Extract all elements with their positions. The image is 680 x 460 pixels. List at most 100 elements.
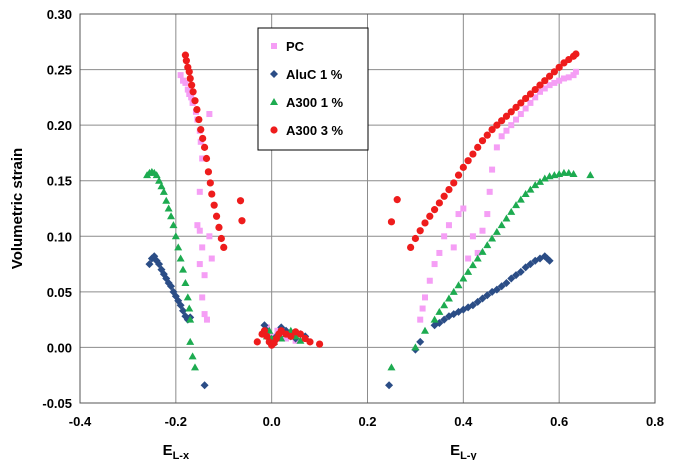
data-point xyxy=(478,247,487,255)
data-point xyxy=(545,256,554,265)
data-point xyxy=(283,335,290,342)
data-point xyxy=(531,85,539,94)
data-point xyxy=(182,79,189,86)
data-point xyxy=(197,125,205,134)
data-point xyxy=(551,79,558,86)
legend-label: A300 3 % xyxy=(286,123,344,138)
data-point xyxy=(469,150,477,158)
data-point xyxy=(498,133,505,140)
data-point xyxy=(449,287,458,295)
x-axis-label-subscript: L-x xyxy=(173,450,190,460)
data-point xyxy=(479,227,486,234)
x-tick-label: 0.8 xyxy=(646,414,664,429)
data-point xyxy=(493,144,500,151)
data-point xyxy=(195,115,203,124)
data-point xyxy=(497,282,506,291)
data-point xyxy=(417,316,424,323)
data-point xyxy=(206,233,213,240)
data-point xyxy=(206,179,214,187)
data-point xyxy=(315,340,324,348)
data-point xyxy=(220,243,228,251)
data-point xyxy=(550,68,558,76)
data-point xyxy=(411,343,420,351)
data-point xyxy=(488,125,496,134)
data-point xyxy=(199,155,206,162)
data-point xyxy=(516,267,525,276)
data-point xyxy=(507,207,516,215)
data-point xyxy=(526,90,535,98)
data-point xyxy=(236,197,245,205)
data-point xyxy=(238,217,246,225)
data-point xyxy=(502,112,511,120)
y-tick-label: 0.15 xyxy=(47,174,72,189)
data-point xyxy=(177,72,184,79)
data-point xyxy=(212,212,221,220)
data-point xyxy=(435,307,444,315)
data-point xyxy=(200,381,209,390)
data-point xyxy=(169,221,178,229)
data-point xyxy=(196,227,203,234)
data-point xyxy=(540,174,549,182)
data-point xyxy=(431,261,438,268)
data-point xyxy=(483,241,492,249)
data-point xyxy=(416,227,424,235)
data-point xyxy=(208,190,216,198)
data-point xyxy=(174,243,183,251)
data-point xyxy=(193,105,201,114)
data-point xyxy=(416,337,425,346)
data-point xyxy=(502,278,511,287)
data-point xyxy=(152,171,161,179)
data-point xyxy=(426,277,433,284)
data-point xyxy=(181,278,190,286)
data-point xyxy=(465,255,472,262)
data-point xyxy=(436,249,443,256)
data-point xyxy=(522,105,529,112)
y-tick-label: 0.30 xyxy=(47,7,72,22)
data-point xyxy=(586,171,595,179)
data-point xyxy=(450,179,458,187)
data-point xyxy=(260,327,269,335)
data-point xyxy=(199,134,207,143)
data-point xyxy=(572,50,580,58)
data-point xyxy=(162,196,171,204)
data-point xyxy=(517,99,525,107)
data-point xyxy=(474,143,482,151)
data-point xyxy=(199,294,206,301)
data-point xyxy=(532,94,539,101)
data-point xyxy=(393,196,401,204)
data-point xyxy=(444,294,453,302)
data-point xyxy=(570,72,577,79)
data-point xyxy=(445,222,452,229)
data-point xyxy=(191,97,199,105)
data-point xyxy=(513,116,520,123)
data-point xyxy=(536,177,544,185)
data-point xyxy=(512,103,520,111)
x-axis-label-main: E xyxy=(450,442,460,459)
y-tick-label: 0.05 xyxy=(47,285,72,300)
x-axis-labels: E L-x EL-y xyxy=(163,442,478,460)
legend: PC AluC 1 % A300 1 % A300 3 % xyxy=(257,27,369,151)
data-point xyxy=(555,63,563,71)
data-point xyxy=(473,297,482,306)
data-point xyxy=(191,363,199,371)
data-point xyxy=(387,363,396,371)
data-point xyxy=(556,77,563,84)
data-point xyxy=(569,170,578,178)
data-point xyxy=(517,111,524,118)
data-point xyxy=(502,214,511,222)
data-point xyxy=(407,243,415,251)
data-point xyxy=(296,330,305,338)
data-point xyxy=(565,74,572,81)
data-point xyxy=(459,274,468,282)
data-point xyxy=(521,190,530,198)
data-point xyxy=(217,234,225,243)
data-point xyxy=(497,221,506,229)
data-point xyxy=(546,82,553,89)
data-point xyxy=(512,271,521,280)
data-point xyxy=(421,219,429,227)
y-tick-label: 0.20 xyxy=(47,118,72,133)
data-point xyxy=(488,234,497,242)
data-point xyxy=(186,337,195,345)
x-axis-label: EL-y xyxy=(450,442,477,460)
data-point xyxy=(489,166,496,173)
